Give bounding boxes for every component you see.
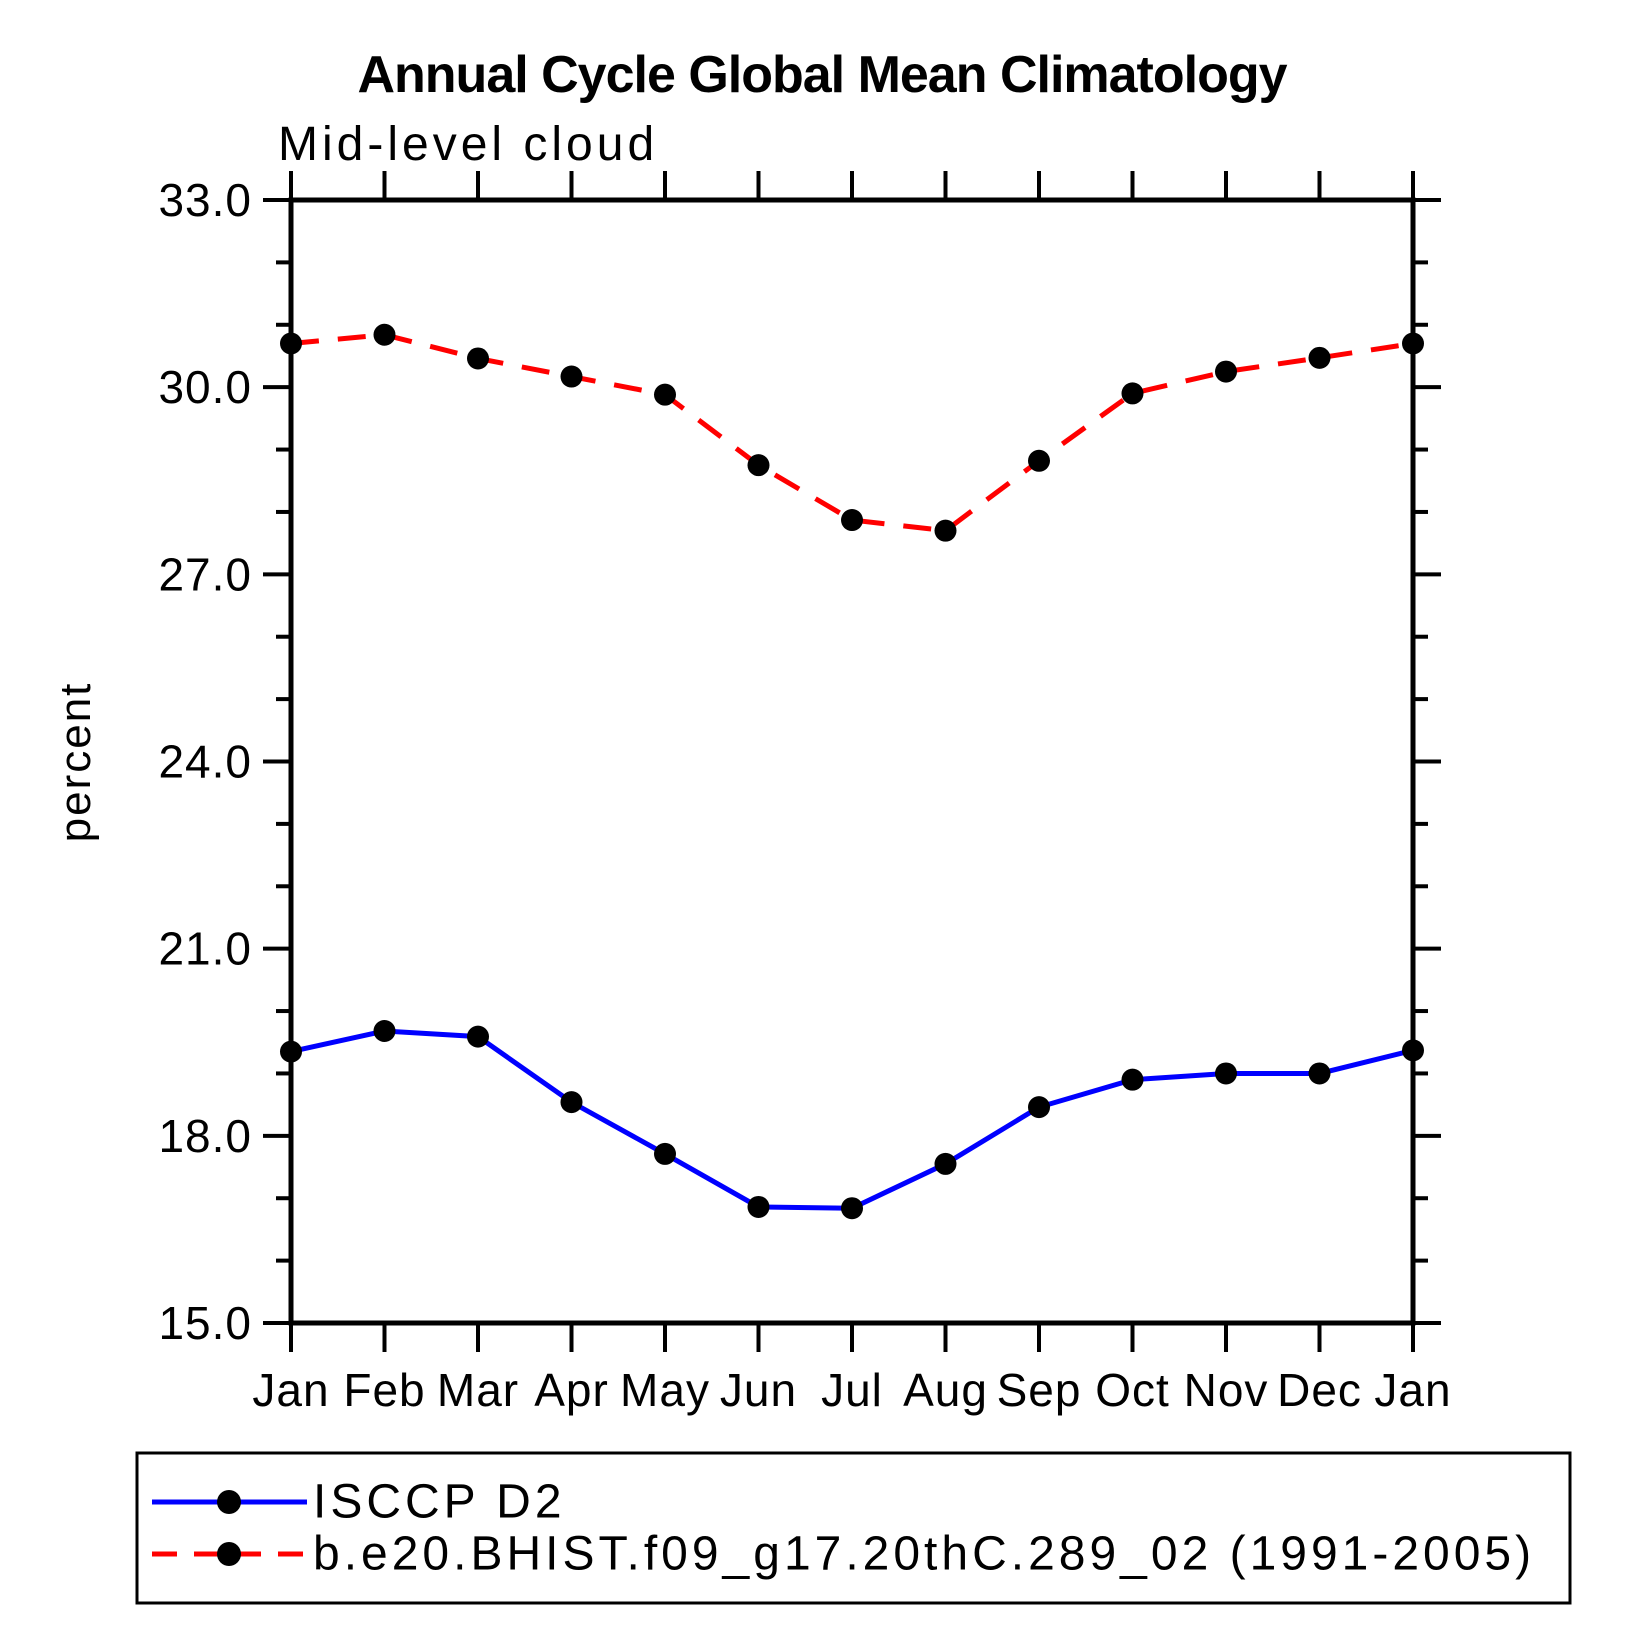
x-tick-label: Jan: [1374, 1364, 1451, 1416]
data-point-marker: [654, 383, 676, 406]
data-point-marker: [934, 519, 957, 542]
legend-marker-1: [217, 1542, 241, 1566]
data-point-marker: [560, 1091, 583, 1114]
data-point-marker: [373, 323, 396, 346]
x-tick-label: Sep: [997, 1364, 1082, 1416]
y-tick-label: 21.0: [158, 923, 252, 975]
x-tick-label: Apr: [534, 1364, 609, 1416]
x-tick-label: Jun: [720, 1364, 797, 1416]
data-point-marker: [747, 454, 770, 477]
data-point-marker: [654, 1142, 676, 1165]
chart-title: Annual Cycle Global Mean Climatology: [357, 46, 1287, 104]
y-axis-label: percent: [51, 682, 100, 843]
data-point-marker: [934, 1152, 957, 1175]
data-point-marker: [280, 1040, 302, 1063]
data-point-marker: [1215, 360, 1237, 383]
y-tick-label: 15.0: [158, 1297, 252, 1349]
data-point-marker: [1308, 1062, 1331, 1085]
data-point-marker: [747, 1195, 770, 1218]
data-point-marker: [1121, 382, 1144, 405]
x-tick-label: Dec: [1277, 1364, 1362, 1416]
data-point-marker: [373, 1020, 396, 1043]
y-tick-label: 27.0: [158, 548, 252, 600]
series-line-0: [290, 1028, 1414, 1211]
x-tick-label: Feb: [343, 1364, 425, 1416]
data-point-marker: [841, 1197, 863, 1220]
x-tick-label: Oct: [1095, 1364, 1170, 1416]
data-point-marker: [841, 509, 863, 532]
x-tick-label: May: [620, 1364, 710, 1416]
x-tick-label: Aug: [903, 1364, 988, 1416]
data-point-marker: [1402, 1039, 1424, 1062]
data-point-marker: [467, 1025, 489, 1048]
x-tick-label: Mar: [437, 1364, 519, 1416]
series-line-1: [290, 332, 1414, 534]
x-tick-label: Jan: [252, 1364, 329, 1416]
x-tick-label: Jul: [821, 1364, 883, 1416]
data-point-marker: [1215, 1062, 1237, 1085]
data-point-marker: [467, 347, 489, 370]
legend-marker-0: [217, 1490, 241, 1514]
chart-subtitle: Mid-level cloud: [278, 118, 658, 171]
data-point-marker: [1308, 346, 1331, 369]
x-tick-label: Nov: [1184, 1364, 1269, 1416]
y-tick-label: 24.0: [158, 736, 252, 788]
data-point-marker: [1028, 1096, 1050, 1119]
data-point-marker: [560, 365, 583, 388]
data-point-marker: [1121, 1068, 1144, 1091]
data-point-marker: [1028, 449, 1050, 472]
legend-label-1: b.e20.BHIST.f09_g17.20thC.289_02 (1991-2…: [313, 1528, 1535, 1581]
data-point-marker: [1402, 332, 1424, 355]
legend-label-0: ISCCP D2: [313, 1476, 566, 1529]
legend-box: [135, 1451, 1572, 1605]
data-point-marker: [280, 332, 302, 355]
y-tick-label: 33.0: [158, 174, 252, 226]
y-tick-label: 18.0: [158, 1110, 252, 1162]
y-tick-label: 30.0: [158, 361, 252, 413]
